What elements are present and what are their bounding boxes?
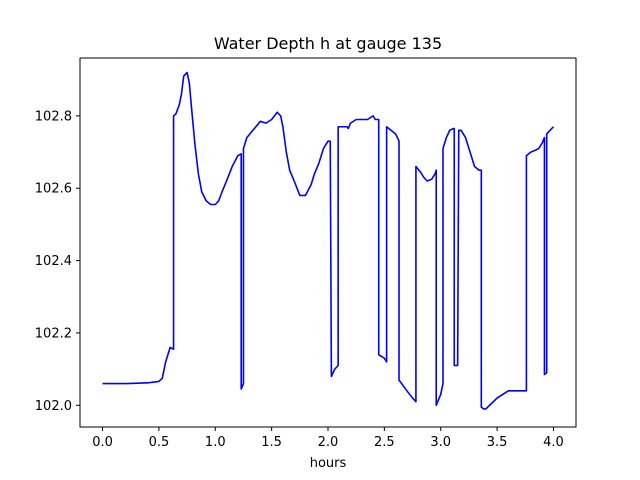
x-tick-label: 4.0 bbox=[543, 435, 564, 450]
x-axis-label: hours bbox=[310, 456, 347, 471]
x-tick-label: 2.0 bbox=[318, 435, 339, 450]
x-tick-label: 0.0 bbox=[92, 435, 113, 450]
x-tick-label: 2.5 bbox=[374, 435, 395, 450]
plot-area bbox=[102, 71, 555, 410]
x-tick-label: 1.5 bbox=[261, 435, 282, 450]
y-tick-label: 102.2 bbox=[35, 326, 72, 341]
axes-frame bbox=[79, 57, 577, 428]
y-axis: 102.0 102.2 102.4 102.6 102.8 bbox=[35, 109, 80, 414]
x-tick-label: 1.0 bbox=[205, 435, 226, 450]
y-tick-label: 102.6 bbox=[35, 182, 72, 197]
x-tick-label: 3.0 bbox=[430, 435, 451, 450]
y-tick-label: 102.0 bbox=[35, 399, 72, 414]
chart-title: Water Depth h at gauge 135 bbox=[214, 34, 442, 53]
series-line-0 bbox=[102, 71, 555, 410]
x-tick-label: 3.5 bbox=[487, 435, 508, 450]
y-tick-label: 102.8 bbox=[35, 109, 72, 124]
x-tick-label: 0.5 bbox=[149, 435, 170, 450]
x-axis: 0.0 0.5 1.0 1.5 2.0 2.5 3.0 3.5 4.0 bbox=[92, 427, 564, 450]
y-tick-label: 102.4 bbox=[35, 254, 72, 269]
